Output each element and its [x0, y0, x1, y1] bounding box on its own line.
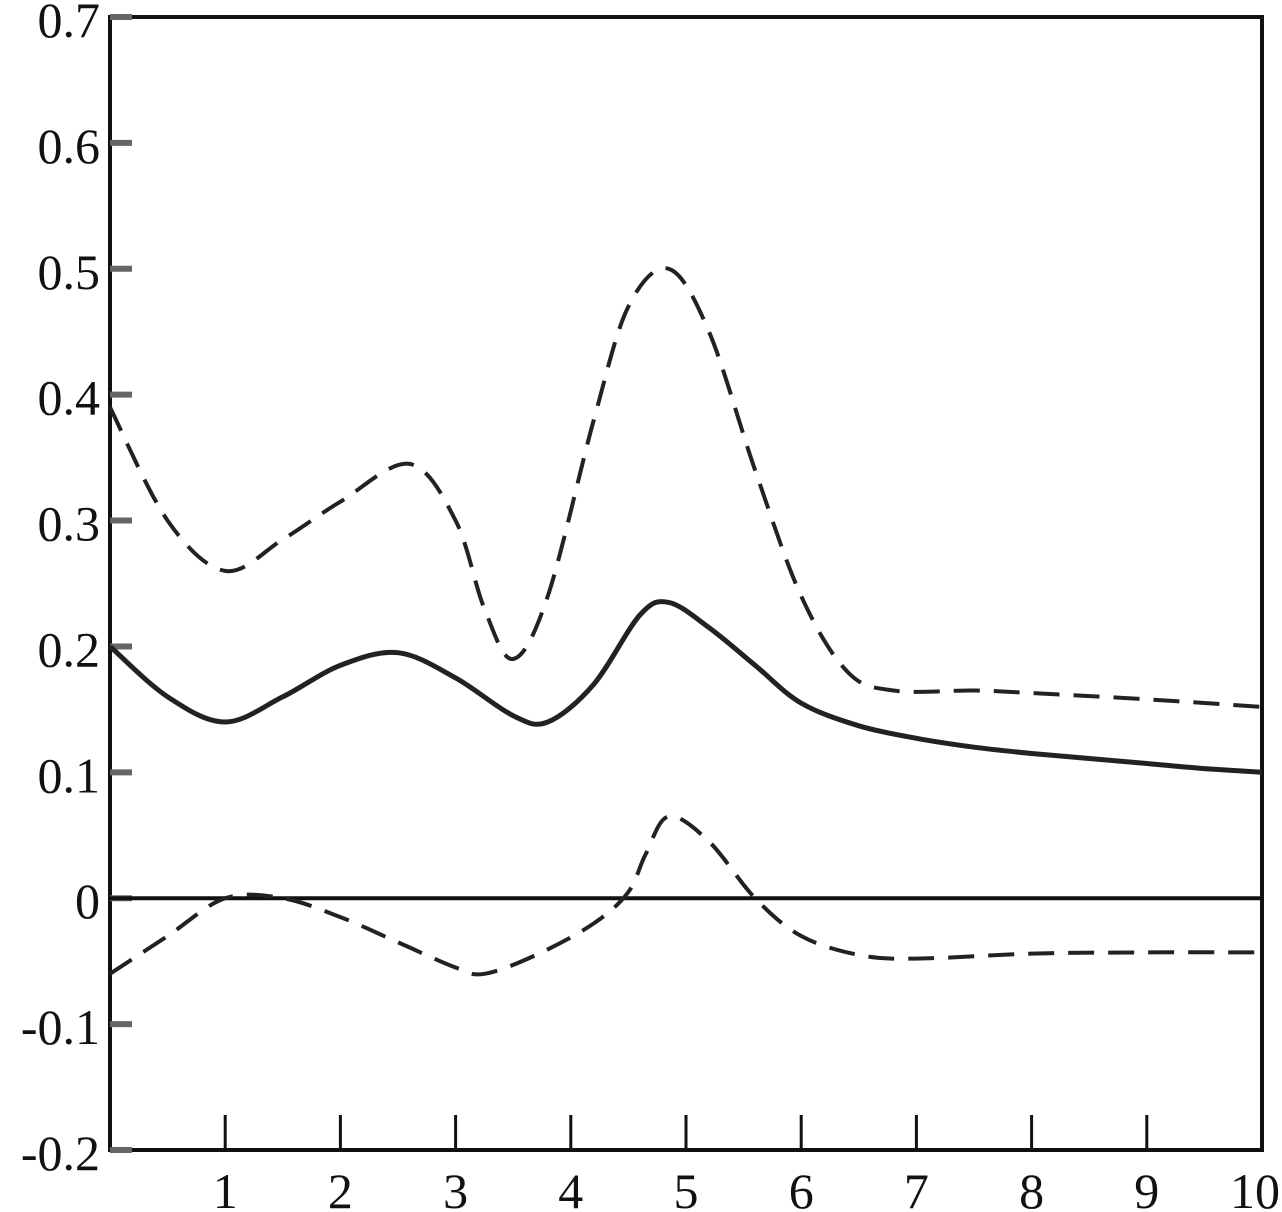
x-tick-label: 4 [558, 1163, 583, 1212]
plot-frame [108, 15, 1264, 1152]
x-tick-label: 1 [213, 1163, 238, 1212]
dashed-series-line-1 [108, 266, 1263, 709]
y-tick-label: 0 [75, 873, 100, 929]
series-layer [108, 266, 1263, 977]
x-tick-label: 9 [1134, 1163, 1159, 1212]
x-tick-label: 10 [1230, 1163, 1280, 1212]
x-axis: 1 2 3 4 5 6 7 8 9 10 [213, 1115, 1280, 1212]
y-axis: -0.2 -0.1 0 0.1 0.2 0.3 0.4 0.5 0.6 0.7 [21, 0, 132, 1181]
y-tick-label: -0.2 [21, 1125, 100, 1181]
y-tick-label: 0.7 [38, 0, 101, 48]
x-tick-label: 7 [904, 1163, 929, 1212]
y-tick-label: 0.2 [38, 621, 101, 677]
y-tick-label: 0.5 [38, 244, 101, 300]
x-tick-label: 2 [328, 1163, 353, 1212]
y-tick-label: 0.3 [38, 496, 101, 552]
y-tick-label: -0.1 [21, 999, 100, 1055]
y-tick-label: 0.4 [38, 370, 101, 426]
solid-series-line [108, 599, 1263, 775]
x-tick-label: 8 [1019, 1163, 1044, 1212]
y-tick-label: 0.6 [38, 118, 101, 174]
x-tick-label: 5 [674, 1163, 699, 1212]
y-tick-label: 0.1 [38, 747, 101, 803]
x-tick-label: 6 [789, 1163, 814, 1212]
x-tick-label: 3 [443, 1163, 468, 1212]
dashed-series-line-2 [108, 814, 1263, 977]
